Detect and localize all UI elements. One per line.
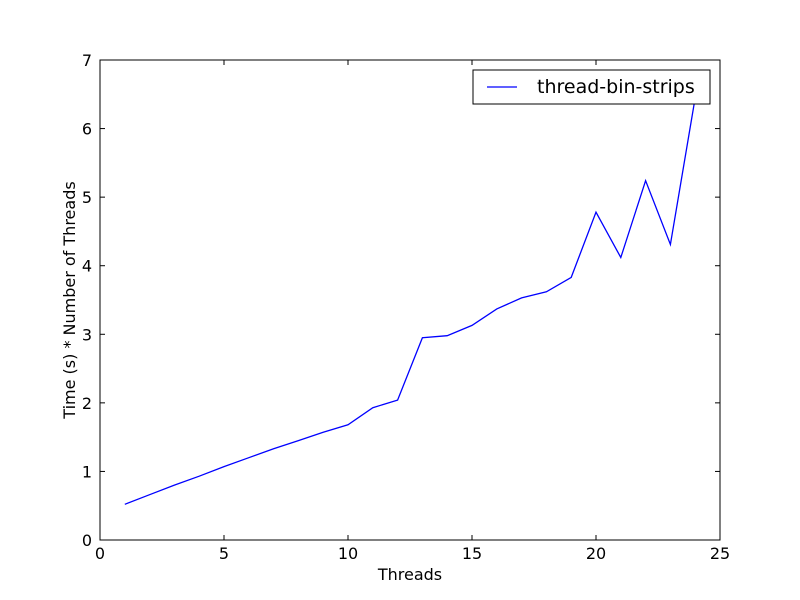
series-layer (124, 97, 696, 505)
legend: thread-bin-strips (472, 69, 711, 105)
y-tick-label: 3 (82, 325, 92, 344)
legend-label-thread-bin-strips: thread-bin-strips (537, 76, 695, 98)
x-tick-label: 15 (462, 544, 482, 563)
plot-frame (99, 59, 721, 541)
y-tick-label: 1 (82, 462, 92, 481)
plot-area (100, 60, 720, 540)
y-axis-label: Time (s) * Number of Threads (60, 181, 79, 419)
x-tick-label: 0 (95, 544, 105, 563)
y-tick-label: 2 (82, 394, 92, 413)
x-tick-label: 10 (338, 544, 358, 563)
y-tick-label: 0 (82, 531, 92, 550)
x-tick-label: 5 (219, 544, 229, 563)
series-line-0 (124, 97, 696, 505)
y-tick-label: 5 (82, 188, 92, 207)
y-tick-label: 6 (82, 120, 92, 139)
x-tick-label: 25 (710, 544, 730, 563)
axis-ticks: 0 5 10 15 20 25 0 1 2 3 4 5 6 7 (82, 51, 730, 563)
y-tick-label: 4 (82, 257, 92, 276)
y-tick-label: 7 (82, 51, 92, 70)
x-axis-label: Threads (377, 565, 442, 584)
x-tick-label: 20 (586, 544, 606, 563)
